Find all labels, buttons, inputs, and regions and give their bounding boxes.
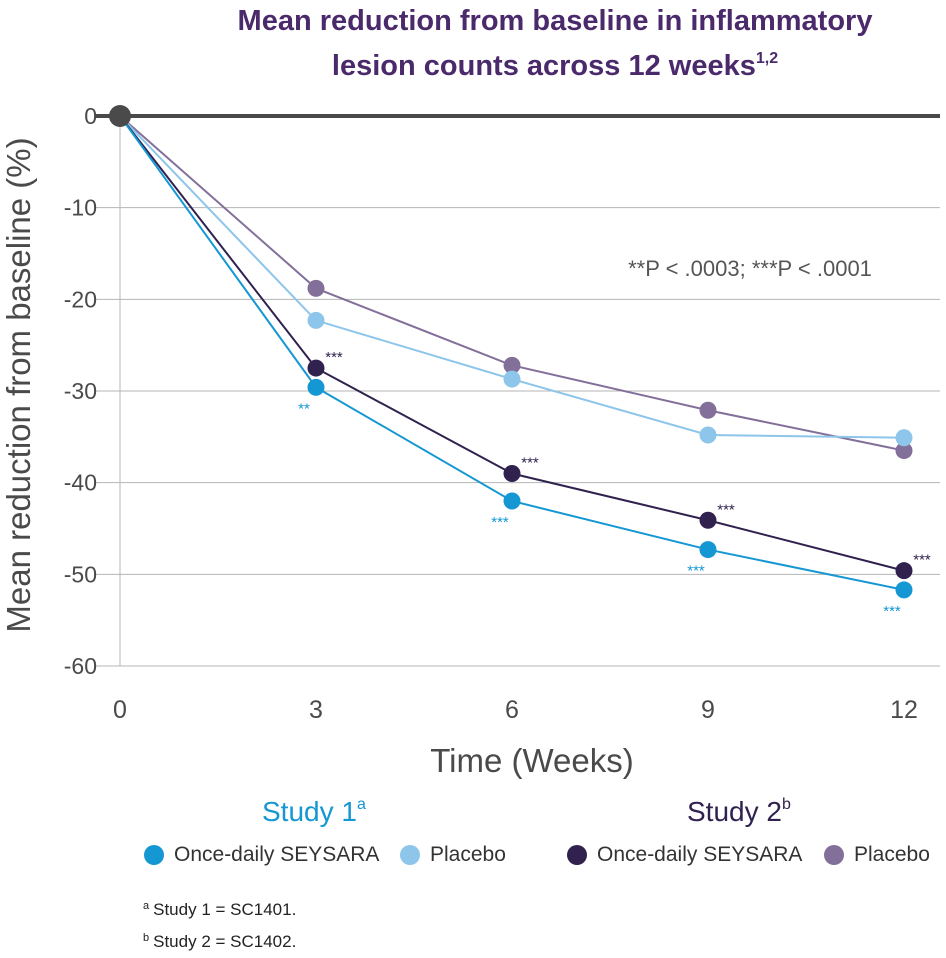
origin-point — [109, 105, 131, 127]
chart-title: Mean reduction from baseline in inflamma… — [160, 2, 946, 85]
data-point — [307, 378, 325, 396]
x-tick-label: 0 — [113, 696, 127, 724]
line-chart: 0 -10 -20 -30 -40 -50 -60 0 3 6 9 12 Time (Weeks) Mea… — [0, 103, 940, 779]
legend-study1-placebo: Placebo — [400, 843, 506, 867]
footnote-a-mark: a — [143, 900, 150, 912]
significance-label: *** — [913, 552, 931, 569]
data-point — [895, 442, 913, 460]
footnote-a: a Study 1 = SC1401. — [143, 900, 296, 920]
legend-label: Once-daily SEYSARA — [597, 843, 803, 866]
data-point — [307, 279, 325, 297]
data-point — [503, 492, 521, 510]
series-line — [119, 115, 905, 452]
footnote-a-text: Study 1 = SC1401. — [153, 900, 297, 919]
data-point — [895, 581, 913, 599]
data-point — [503, 370, 521, 388]
data-point — [699, 541, 717, 559]
legend-dot-icon — [824, 845, 844, 865]
significance-label: *** — [687, 563, 705, 580]
study1-title: Study 1a — [262, 796, 366, 828]
legend-dot-icon — [567, 845, 587, 865]
legend-dot-icon — [144, 845, 164, 865]
chart-title-sup: 1,2 — [755, 50, 779, 67]
footnote-b-text: Study 2 = SC1402. — [153, 932, 297, 951]
legend-study2-placebo: Placebo — [824, 843, 930, 867]
data-point — [699, 511, 717, 529]
x-axis-title: Time (Weeks) — [430, 742, 634, 779]
significance-label: *** — [883, 603, 901, 620]
chart-title-line2-wrap: lesion counts across 12 weeks1,2 — [160, 40, 946, 85]
legend-label: Placebo — [430, 843, 506, 866]
study1-title-text: Study 1 — [262, 796, 357, 827]
chart-title-line1: Mean reduction from baseline in inflamma… — [237, 5, 873, 37]
footnote-b-mark: b — [143, 932, 150, 944]
chart-title-line2: lesion counts across 12 weeks — [331, 50, 756, 82]
y-tick-label: -10 — [64, 195, 97, 221]
legend-label: Once-daily SEYSARA — [174, 843, 380, 866]
legend-study1-drug: Once-daily SEYSARA — [144, 843, 379, 867]
footnote-b: b Study 2 = SC1402. — [143, 932, 296, 952]
data-point — [307, 311, 325, 329]
y-tick-label: 0 — [84, 103, 97, 129]
data-point — [895, 429, 913, 447]
significance-label: *** — [325, 349, 343, 366]
study1-title-sup: a — [356, 796, 366, 813]
significance-annotation: **P < .0003; ***P < .0001 — [628, 256, 872, 281]
significance-label: *** — [521, 455, 539, 472]
study2-title-text: Study 2 — [687, 796, 782, 827]
x-tick-label: 6 — [505, 696, 519, 724]
data-point — [699, 401, 717, 419]
y-tick-label: -60 — [64, 653, 97, 679]
y-tick-label: -20 — [64, 286, 97, 312]
data-point — [307, 359, 325, 377]
y-tick-label: -30 — [64, 378, 97, 404]
y-tick-label: -50 — [64, 561, 97, 587]
y-axis-title: Mean reduction from baseline (%) — [0, 137, 37, 632]
legend-dot-icon — [400, 845, 420, 865]
x-tick-label: 12 — [890, 696, 918, 724]
data-point — [503, 465, 521, 482]
y-tick-label: -40 — [64, 470, 97, 496]
study2-title: Study 2b — [687, 796, 791, 828]
series-line — [119, 115, 905, 591]
significance-label: *** — [491, 514, 509, 531]
legend-label: Placebo — [854, 843, 930, 866]
x-tick-label: 3 — [309, 696, 323, 724]
data-point — [503, 356, 521, 374]
data-point — [895, 562, 913, 580]
data-point — [699, 426, 717, 444]
study2-title-sup: b — [781, 796, 791, 813]
legend-study2-drug: Once-daily SEYSARA — [567, 843, 802, 867]
x-tick-label: 9 — [701, 696, 715, 724]
significance-label: ** — [298, 400, 310, 417]
significance-label: *** — [717, 501, 735, 518]
